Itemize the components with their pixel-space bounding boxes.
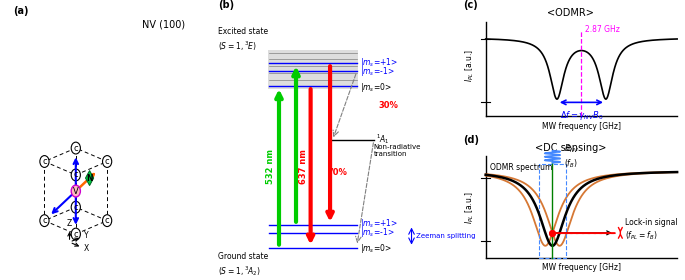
Text: N: N [86,174,93,183]
Text: 532 nm: 532 nm [266,150,275,185]
Bar [268,50,358,89]
Text: Lock-in signal
$(f_{PL} = f_B)$: Lock-in signal $(f_{PL} = f_B)$ [625,218,677,242]
Text: <ODMR>: <ODMR> [547,8,594,18]
Polygon shape [86,171,94,186]
Text: c: c [73,144,78,153]
Text: X: X [84,244,89,253]
Text: (a): (a) [13,6,29,16]
Text: c: c [42,216,47,225]
Circle shape [71,185,80,197]
Text: Non-radiative
transition: Non-radiative transition [374,144,421,157]
Text: $\Delta f = \gamma_{NV} B_0$: $\Delta f = \gamma_{NV} B_0$ [560,109,603,122]
Text: c: c [42,157,47,166]
Text: $|m_s$=0>: $|m_s$=0> [360,242,393,255]
Text: c: c [73,171,78,179]
Text: (d): (d) [463,135,480,145]
Text: 637 nm: 637 nm [299,150,308,184]
Text: $^1A_1$: $^1A_1$ [376,132,390,146]
Circle shape [71,169,80,181]
Circle shape [71,201,80,213]
Text: 2.87 GHz: 2.87 GHz [585,25,620,34]
Text: Ground state
$(S=1, ^3A_2)$: Ground state $(S=1, ^3A_2)$ [219,251,269,277]
Text: c: c [73,203,78,212]
Text: c: c [105,157,110,166]
Text: $|m_s$=+1>: $|m_s$=+1> [360,55,399,69]
Text: NV (100): NV (100) [142,19,185,29]
Circle shape [71,142,80,154]
Circle shape [71,228,80,240]
Circle shape [103,215,112,227]
Text: 30%: 30% [379,101,399,110]
Text: c: c [73,230,78,239]
Text: $|m_s$=-1>: $|m_s$=-1> [360,226,395,239]
Text: c: c [105,216,110,225]
Text: <DC sensing>: <DC sensing> [534,143,606,153]
Text: MW frequency [GHz]: MW frequency [GHz] [542,122,621,131]
Text: Z: Z [67,219,72,228]
Text: V: V [73,186,79,195]
Text: Excited state
$(S=1, ^3E)$: Excited state $(S=1, ^3E)$ [219,27,269,53]
Text: $|m_s$=0>: $|m_s$=0> [360,81,393,94]
Text: $I_{PL}$ [a.u.]: $I_{PL}$ [a.u.] [464,191,476,224]
Circle shape [40,215,49,227]
Circle shape [40,156,49,167]
Text: 70%: 70% [327,168,347,177]
Text: Y: Y [84,231,88,240]
Text: MW frequency [GHz]: MW frequency [GHz] [542,263,621,272]
Text: Zeeman splitting: Zeeman splitting [416,233,476,239]
Text: $I_{PL}$ [a.u.]: $I_{PL}$ [a.u.] [464,50,476,83]
Text: $|m_s$=-1>: $|m_s$=-1> [360,65,395,78]
Text: $B_{NV}$
$(f_B)$: $B_{NV}$ $(f_B)$ [564,142,579,170]
Text: ODMR spectrum: ODMR spectrum [490,163,553,172]
Circle shape [103,156,112,167]
Text: $|m_s$=+1>: $|m_s$=+1> [360,217,399,230]
Text: (c): (c) [463,0,478,10]
Text: (b): (b) [219,0,234,10]
